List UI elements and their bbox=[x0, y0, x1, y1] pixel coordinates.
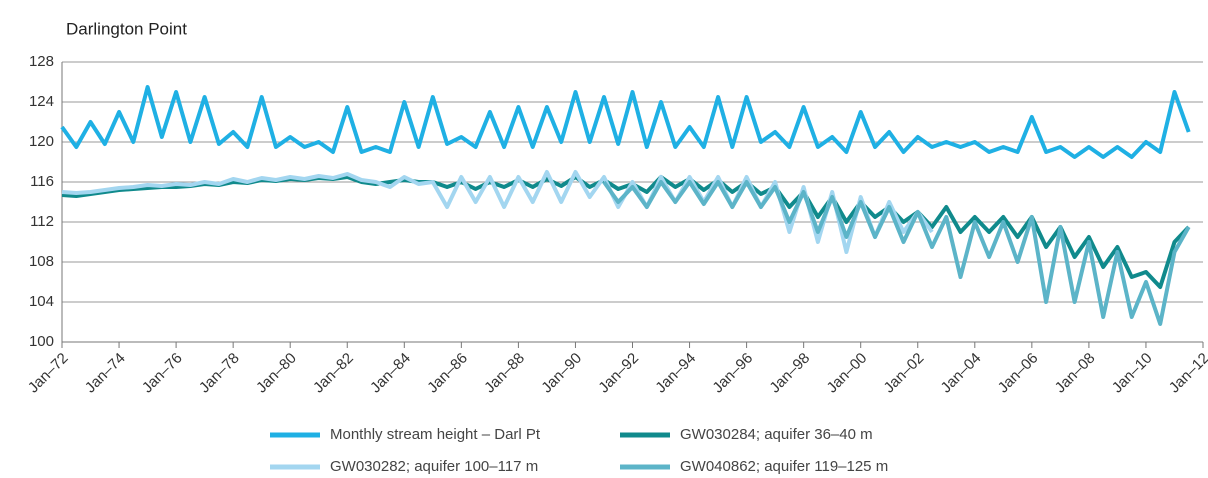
x-tick-label: Jan–86 bbox=[424, 350, 471, 397]
series-line bbox=[602, 180, 1191, 326]
x-tick-label: Jan–04 bbox=[938, 350, 985, 397]
y-tick-label: 112 bbox=[30, 213, 54, 230]
y-tick-label: 124 bbox=[29, 93, 54, 110]
x-tick-label: Jan–76 bbox=[139, 350, 186, 397]
x-tick-label: Jan–98 bbox=[766, 350, 813, 397]
legend-label: GW030282; aquifer 100–117 m bbox=[330, 458, 538, 475]
legend: Monthly stream height – Darl Pt GW030284;… bbox=[270, 426, 888, 475]
y-tick-label: 128 bbox=[29, 53, 54, 70]
series-line bbox=[61, 170, 934, 254]
x-tick-label: Jan–90 bbox=[538, 350, 585, 397]
x-tick-label: Jan–74 bbox=[82, 350, 129, 397]
legend-label: GW040862; aquifer 119–125 m bbox=[680, 458, 888, 475]
legend-label: Monthly stream height – Darl Pt bbox=[330, 426, 541, 443]
x-tick-label: Jan–06 bbox=[995, 350, 1042, 397]
x-tick-label: Jan–12 bbox=[1166, 350, 1208, 397]
x-tick-label: Jan–94 bbox=[652, 350, 699, 397]
y-tick-label: 108 bbox=[29, 253, 54, 270]
x-tick-label: Jan–10 bbox=[1109, 350, 1156, 397]
x-tick-label: Jan–80 bbox=[253, 350, 300, 397]
x-tick-label: Jan–96 bbox=[709, 350, 756, 397]
series-line bbox=[60, 85, 1191, 159]
x-tick-label: Jan–72 bbox=[25, 350, 72, 397]
y-tick-label: 104 bbox=[29, 293, 54, 310]
x-tick-label: Jan–88 bbox=[481, 350, 528, 397]
x-tick-label: Jan–78 bbox=[196, 350, 243, 397]
x-tick-label: Jan–92 bbox=[595, 350, 642, 397]
y-tick-label: 100 bbox=[29, 333, 54, 350]
x-tick-label: Jan–84 bbox=[367, 350, 414, 397]
x-tick-label: Jan–08 bbox=[1052, 350, 1099, 397]
chart-title: Darlington Point bbox=[66, 19, 187, 38]
x-tick-label: Jan–00 bbox=[824, 350, 871, 397]
x-tick-label: Jan–02 bbox=[881, 350, 928, 397]
y-tick-label: 120 bbox=[29, 133, 54, 150]
legend-label: GW030284; aquifer 36–40 m bbox=[680, 426, 873, 443]
y-tick-label: 116 bbox=[30, 173, 54, 190]
x-tick-label: Jan–82 bbox=[310, 350, 357, 397]
